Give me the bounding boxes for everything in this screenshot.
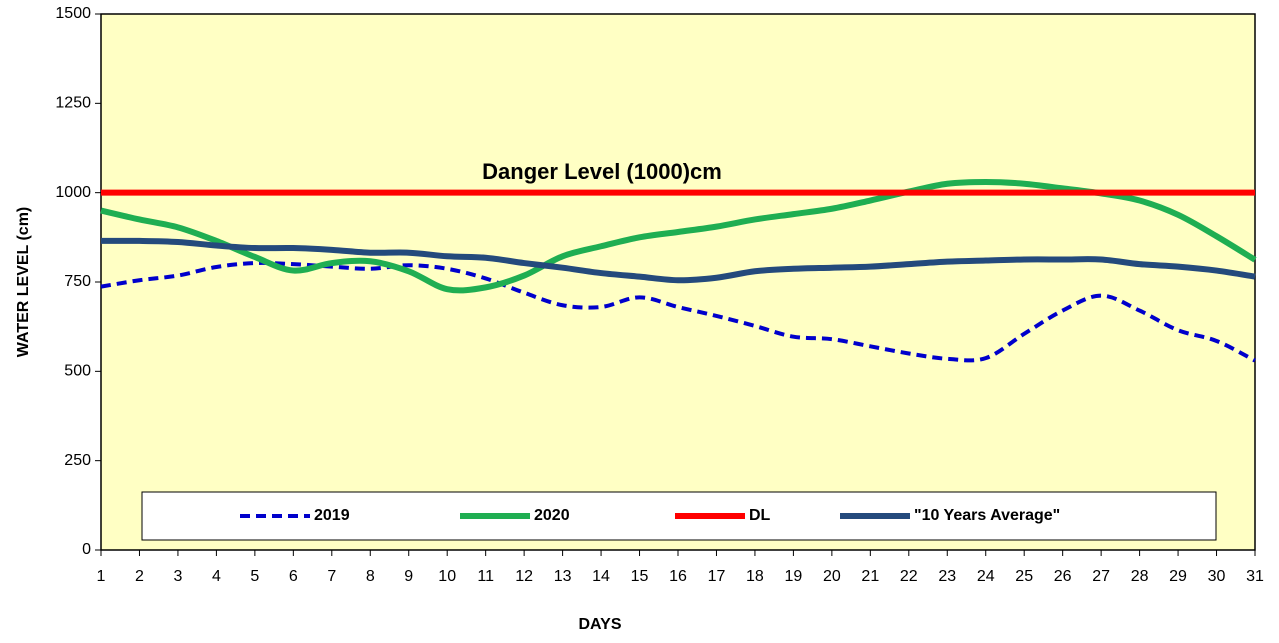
x-tick-label: 28	[1131, 568, 1149, 585]
x-tick-label: 15	[631, 568, 649, 585]
x-tick-label: 25	[1015, 568, 1033, 585]
legend-label: "10 Years Average"	[914, 507, 1060, 524]
series-line	[100, 260, 1256, 363]
y-tick-label: 250	[64, 452, 91, 469]
x-tick-label: 18	[746, 568, 764, 585]
x-tick-label: 9	[404, 568, 413, 585]
y-tick-label: 0	[82, 541, 91, 558]
annotation: Danger Level (1000)cm	[482, 159, 722, 184]
x-tick-label: 29	[1169, 568, 1187, 585]
x-tick-label: 21	[861, 568, 879, 585]
y-axis-label: WATER LEVEL (cm)	[15, 207, 32, 358]
x-tick-label: 24	[977, 568, 995, 585]
x-tick-label: 17	[708, 568, 726, 585]
x-tick-label: 20	[823, 568, 841, 585]
legend: 2019 2020 DL "10 Years Average"	[141, 491, 1217, 541]
x-tick-label: 30	[1208, 568, 1226, 585]
x-tick-label: 19	[785, 568, 803, 585]
y-tick-label: 500	[64, 363, 91, 380]
x-tick-label: 1	[97, 568, 106, 585]
x-tick-label: 7	[327, 568, 336, 585]
x-tick-label: 2	[135, 568, 144, 585]
x-tick-label: 27	[1092, 568, 1110, 585]
y-tick-label: 750	[64, 273, 91, 290]
x-tick-label: 8	[366, 568, 375, 585]
x-tick-label: 16	[669, 568, 687, 585]
series-line	[100, 178, 1257, 294]
legend-label: 2019	[314, 507, 350, 524]
x-tick-label: 13	[554, 568, 572, 585]
x-tick-label: 12	[515, 568, 533, 585]
legend-label: DL	[749, 507, 771, 524]
x-tick-label: 31	[1246, 568, 1264, 585]
x-tick-label: 14	[592, 568, 610, 585]
y-tick-label: 1000	[55, 184, 91, 201]
x-tick-label: 6	[289, 568, 298, 585]
x-tick-label: 5	[250, 568, 259, 585]
x-tick-label: 4	[212, 568, 221, 585]
x-tick-label: 3	[173, 568, 182, 585]
x-tick-label: 11	[477, 568, 494, 585]
x-tick-label: 22	[900, 568, 918, 585]
legend-label: 2020	[534, 507, 570, 524]
y-tick-label: 1500	[55, 5, 91, 22]
x-tick-label: 23	[938, 568, 956, 585]
x-axis-label: DAYS	[579, 616, 622, 633]
series-line	[100, 237, 1256, 284]
x-tick-label: 10	[438, 568, 456, 585]
y-tick-label: 1250	[55, 95, 91, 112]
x-tick-label: 26	[1054, 568, 1072, 585]
